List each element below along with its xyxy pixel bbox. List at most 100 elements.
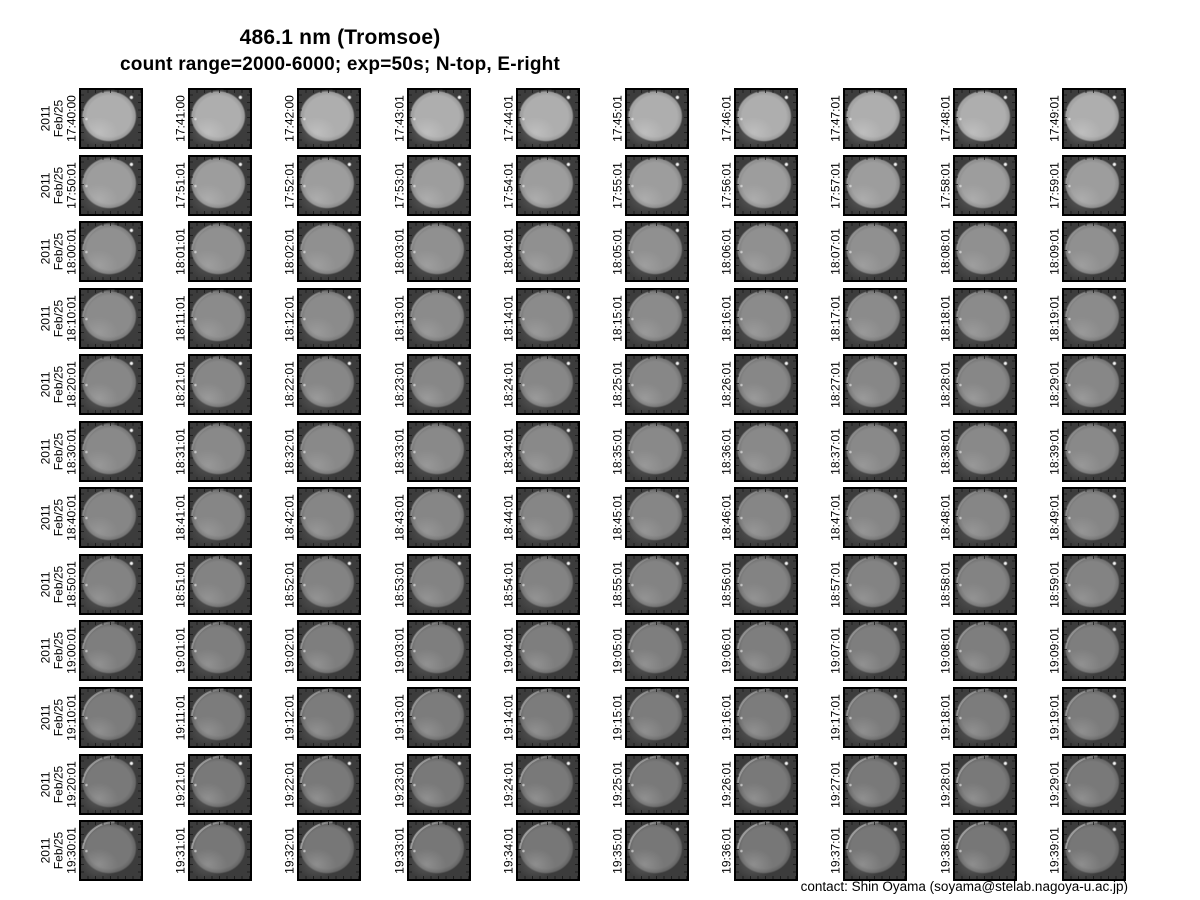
frame-tick-marks: [81, 489, 141, 546]
frame-tick-marks: [409, 290, 469, 347]
allsky-image: [69, 543, 153, 626]
allsky-image: [833, 743, 917, 826]
frame-tick-marks: [81, 90, 141, 147]
frame-tick-marks: [955, 622, 1015, 679]
cell-time-label: 17:46:01: [719, 95, 734, 142]
frame-tick-marks: [81, 290, 141, 347]
allsky-image: [69, 144, 153, 227]
cell-time-label: 17:55:01: [610, 162, 625, 209]
allsky-image: [833, 277, 917, 360]
allsky-image: [943, 144, 1027, 227]
frame-tick-marks: [190, 622, 250, 679]
cell-time-label: 18:02:01: [282, 228, 297, 275]
cell-time-label: 19:35:01: [610, 827, 625, 874]
allsky-image: [615, 343, 699, 426]
allsky-image: [178, 277, 262, 360]
allsky-image: [724, 144, 808, 227]
allsky-image: [178, 77, 262, 160]
cell-time-label: 19:03:01: [392, 627, 407, 674]
cell-time-label: 19:08:01: [938, 627, 953, 674]
allsky-image: [69, 476, 153, 559]
allsky-image: [1052, 343, 1136, 426]
cell-time-label: 18:35:01: [610, 428, 625, 475]
frame-tick-marks: [955, 556, 1015, 613]
frame-tick-marks: [627, 356, 687, 413]
cell-time-label: 19:38:01: [938, 827, 953, 874]
cell-time-label: 18:57:01: [828, 561, 843, 608]
allsky-image: [943, 77, 1027, 160]
cell-time-label: 18:52:01: [282, 561, 297, 608]
allsky-image: [397, 77, 481, 160]
cell-time-label: 17:57:01: [828, 162, 843, 209]
allsky-image: [287, 809, 371, 892]
frame-tick-marks: [627, 90, 687, 147]
frame-tick-marks: [190, 356, 250, 413]
allsky-image: [506, 476, 590, 559]
allsky-image: [615, 144, 699, 227]
frame-tick-marks: [845, 356, 905, 413]
cell-time-label: 18:27:01: [828, 361, 843, 408]
frame-tick-marks: [627, 822, 687, 879]
frame-tick-marks: [409, 822, 469, 879]
cell-time-label: 19:22:01: [282, 761, 297, 808]
cell-time-label: 18:01:01: [173, 228, 188, 275]
cell-time-label: 19:19:01: [1047, 694, 1062, 741]
frame-tick-marks: [190, 90, 250, 147]
allsky-image: [397, 410, 481, 493]
frame-tick-marks: [190, 290, 250, 347]
cell-time-label: 18:09:01: [1047, 228, 1062, 275]
cell-time-label: 17:53:01: [392, 162, 407, 209]
frame-tick-marks: [190, 223, 250, 280]
allsky-image: [943, 210, 1027, 293]
frame-tick-marks: [299, 556, 359, 613]
allsky-image: [178, 476, 262, 559]
frame-tick-marks: [518, 90, 578, 147]
cell-time-label: 19:34:01: [501, 827, 516, 874]
frame-tick-marks: [299, 489, 359, 546]
allsky-image: [397, 743, 481, 826]
cell-time-label: 17:59:01: [1047, 162, 1062, 209]
frame-tick-marks: [736, 423, 796, 480]
frame-tick-marks: [518, 356, 578, 413]
cell-time-label: 18:48:01: [938, 494, 953, 541]
frame-tick-marks: [190, 689, 250, 746]
allsky-image: [724, 277, 808, 360]
title-block: 486.1 nm (Tromsoe) count range=2000-6000…: [0, 26, 680, 76]
cell-time-label: 18:12:01: [282, 295, 297, 342]
frame-tick-marks: [1064, 489, 1124, 546]
cell-time-label: 18:39:01: [1047, 428, 1062, 475]
cell-time-label: 19:25:01: [610, 761, 625, 808]
cell-time-label: 19:15:01: [610, 694, 625, 741]
allsky-image: [1052, 210, 1136, 293]
cell-time-label: 18:18:01: [938, 295, 953, 342]
cell-time-label: 17:47:01: [828, 95, 843, 142]
frame-tick-marks: [845, 622, 905, 679]
frame-tick-marks: [518, 223, 578, 280]
allsky-image: [724, 343, 808, 426]
frame-tick-marks: [736, 622, 796, 679]
frame-tick-marks: [409, 90, 469, 147]
allsky-image: [1052, 277, 1136, 360]
frame-tick-marks: [409, 157, 469, 214]
allsky-image: [1052, 676, 1136, 759]
allsky-image: [1052, 476, 1136, 559]
allsky-image: [69, 77, 153, 160]
allsky-image: [506, 743, 590, 826]
row-datetime-label: 2011 Feb/25 18:40:01: [38, 494, 79, 541]
cell-time-label: 17:54:01: [501, 162, 516, 209]
allsky-image: [178, 144, 262, 227]
frame-tick-marks: [1064, 822, 1124, 879]
cell-time-label: 17:52:01: [282, 162, 297, 209]
allsky-image: [178, 543, 262, 626]
cell-time-label: 19:05:01: [610, 627, 625, 674]
cell-time-label: 18:58:01: [938, 561, 953, 608]
allsky-image: [943, 410, 1027, 493]
allsky-image: [397, 609, 481, 692]
cell-time-label: 18:36:01: [719, 428, 734, 475]
allsky-image: [615, 676, 699, 759]
frame-tick-marks: [627, 556, 687, 613]
cell-time-label: 18:21:01: [173, 361, 188, 408]
frame-tick-marks: [409, 689, 469, 746]
frame-tick-marks: [81, 756, 141, 813]
cell-time-label: 19:36:01: [719, 827, 734, 874]
